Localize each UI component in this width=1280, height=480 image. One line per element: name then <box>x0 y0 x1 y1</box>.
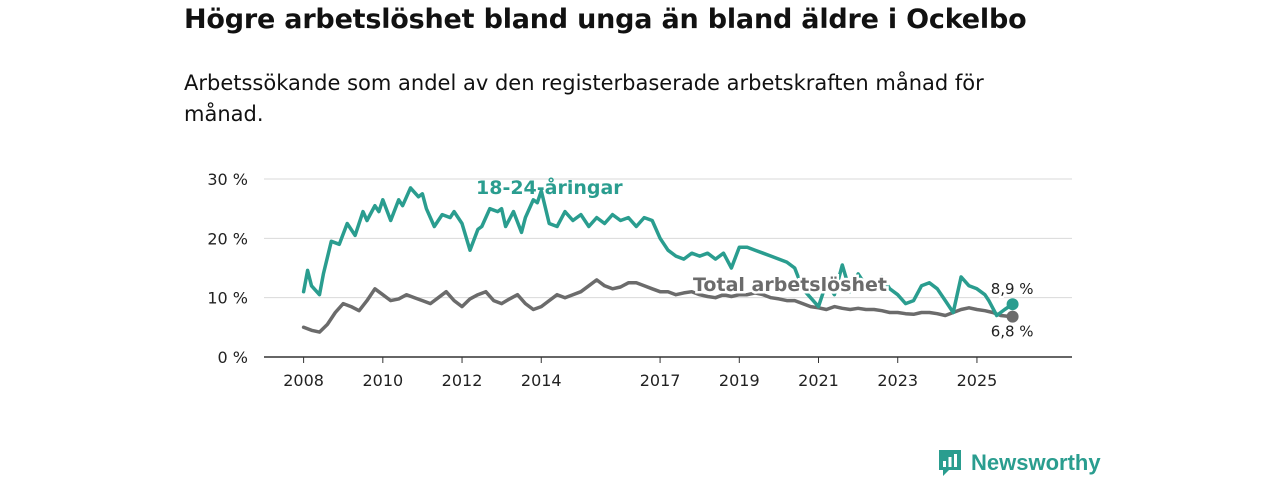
y-tick-label: 30 % <box>207 170 248 189</box>
y-tick-label: 0 % <box>218 348 248 367</box>
end-label-youth: 8,9 % <box>991 280 1034 298</box>
x-tick-label: 2014 <box>521 371 562 390</box>
x-tick-label: 2010 <box>362 371 403 390</box>
x-tick-label: 2008 <box>283 371 324 390</box>
series-total-line <box>301 278 1015 334</box>
end-label-total: 6,8 % <box>991 323 1034 341</box>
x-tick-label: 2012 <box>442 371 483 390</box>
x-axis-ticks: 2008 2010 2012 2014 2017 2019 2021 2023 2025 <box>283 357 997 390</box>
y-axis-ticks: 0 % 10 % 20 % 30 % <box>207 170 248 367</box>
newsworthy-logo-icon <box>939 450 961 476</box>
y-tick-label: 20 % <box>207 229 248 248</box>
brand-logo: Newsworthy <box>937 448 1101 478</box>
chart-title: Högre arbetslöshet bland unga än bland ä… <box>184 4 1027 35</box>
series-total-end-marker <box>1006 310 1019 323</box>
series-youth-line <box>301 186 1015 318</box>
brand-name: Newsworthy <box>971 450 1101 475</box>
x-tick-label: 2019 <box>719 371 760 390</box>
x-tick-label: 2021 <box>798 371 839 390</box>
series-label-total: Total arbetslöshet <box>693 274 887 296</box>
x-tick-label: 2025 <box>957 371 998 390</box>
series-youth-end-marker <box>1006 298 1019 311</box>
x-tick-label: 2017 <box>640 371 681 390</box>
chart-subtitle: Arbetssökande som andel av den registerb… <box>184 71 984 126</box>
x-tick-label: 2023 <box>877 371 918 390</box>
series-labels: 18-24-åringar Total arbetslöshet 8,9 % 6,8 … <box>476 175 1036 343</box>
series-label-youth: 18-24-åringar <box>476 175 623 199</box>
y-tick-label: 10 % <box>207 289 248 308</box>
series-lines <box>301 186 1019 334</box>
